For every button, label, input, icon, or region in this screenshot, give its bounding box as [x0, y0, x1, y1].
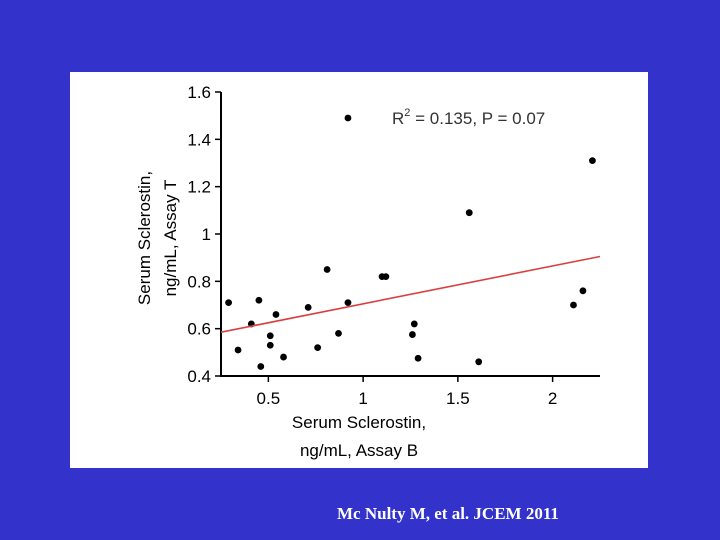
data-point: [257, 363, 265, 370]
data-point: [414, 354, 422, 362]
citation: Mc Nulty M, et al. JCEM 2011: [337, 504, 559, 523]
data-point: [570, 301, 577, 309]
data-point: [266, 332, 274, 340]
data-point: [314, 344, 322, 351]
regression-line: [220, 255, 601, 334]
y-tick-label: 1.6: [187, 83, 211, 102]
x-tick-label: 2: [548, 389, 557, 408]
stats-annotation: R2 = 0.135, P = 0.07: [392, 107, 545, 128]
x-axis-label-line2: ng/mL, Assay B: [300, 441, 418, 460]
data-point: [335, 330, 342, 337]
x-tick-label: 1: [358, 389, 367, 408]
chart-ticks: 0.4 0.6 0.8 1 1.2 1.4 1.6 0.5 1 1.5 2: [187, 83, 557, 408]
data-point: [255, 296, 263, 304]
chart-points: [225, 114, 596, 370]
data-point: [280, 353, 287, 361]
data-point: [579, 287, 587, 295]
data-point: [304, 303, 312, 311]
data-point: [475, 358, 483, 366]
data-point: [344, 299, 352, 307]
data-point: [344, 114, 352, 122]
data-point: [272, 311, 280, 318]
chart-panel: 0.4 0.6 0.8 1 1.2 1.4 1.6 0.5 1 1.5 2 R2 = 0.135, …: [70, 72, 648, 468]
scatter-chart: 0.4 0.6 0.8 1 1.2 1.4 1.6 0.5 1 1.5 2 R2 = 0.135, …: [135, 83, 601, 460]
y-axis-label-line1: Serum Sclerostin,: [135, 171, 154, 305]
y-tick-label: 0.8: [187, 272, 211, 291]
data-point: [589, 157, 596, 165]
data-point: [323, 266, 331, 273]
y-tick-label: 1.2: [187, 178, 211, 197]
data-point: [408, 331, 416, 338]
data-point: [382, 273, 390, 280]
y-axis-label-line2: ng/mL, Assay T: [161, 180, 180, 297]
data-point: [266, 341, 274, 349]
data-point: [410, 320, 418, 328]
y-tick-label: 1: [202, 225, 211, 244]
x-tick-label: 1.5: [446, 389, 470, 408]
data-point: [234, 346, 242, 354]
data-point: [465, 209, 473, 217]
data-point: [225, 299, 232, 307]
y-tick-label: 0.6: [187, 320, 211, 339]
y-tick-label: 0.4: [187, 367, 211, 386]
x-axis-label-line1: Serum Sclerostin,: [292, 413, 426, 432]
y-tick-label: 1.4: [187, 130, 211, 149]
x-tick-label: 0.5: [257, 389, 281, 408]
